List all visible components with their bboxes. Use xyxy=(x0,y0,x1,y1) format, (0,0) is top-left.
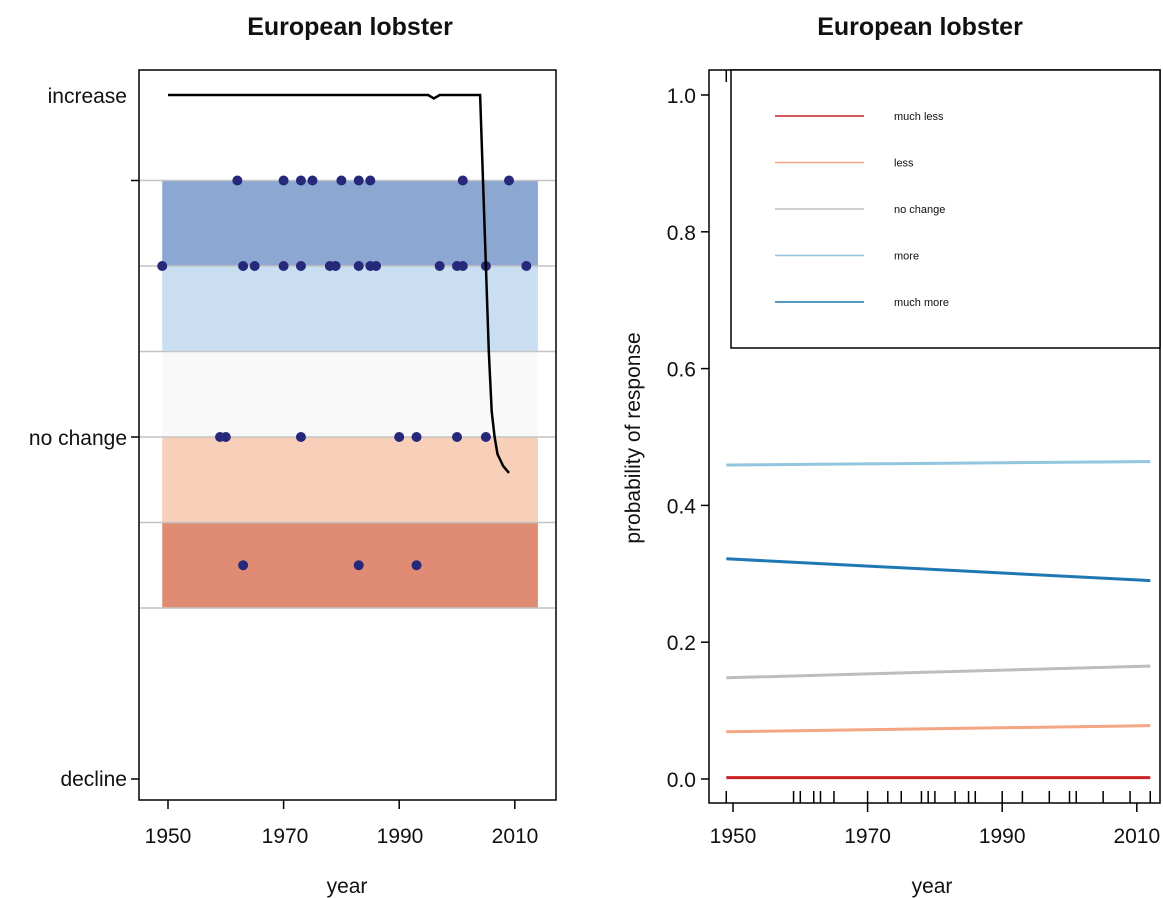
left-band-less xyxy=(162,437,538,523)
left-data-point xyxy=(371,261,382,271)
right-ytick-label: 1.0 xyxy=(667,85,696,108)
right-y-axis: 0.0 0.2 0.4 0.6 0.8 1.0 xyxy=(667,85,709,792)
series-line-less xyxy=(726,724,1151,734)
right-ytick-label: 0.6 xyxy=(667,359,696,382)
left-data-point xyxy=(295,175,306,186)
right-xtick-label: 1990 xyxy=(979,825,1026,848)
legend-label-no-change: no change xyxy=(894,204,945,216)
left-data-point xyxy=(278,261,289,271)
left-band-more xyxy=(162,266,538,352)
left-xtick-1970: 1970 xyxy=(262,825,309,848)
right-panel: European lobster 0.0 0.2 0.4 0.6 0.8 1.0 1950… xyxy=(622,13,1161,898)
legend: much less less no change more much more xyxy=(730,69,1161,349)
right-x-axis-label: year xyxy=(912,875,953,898)
left-data-point xyxy=(365,175,376,186)
right-chart-title: European lobster xyxy=(817,13,1023,41)
left-band-increase xyxy=(162,180,538,266)
right-ytick-label: 0.2 xyxy=(667,632,696,655)
right-ytick-label: 0.4 xyxy=(667,495,697,518)
left-data-point xyxy=(307,175,318,186)
right-xtick-label: 1970 xyxy=(844,825,891,848)
left-xtick-1990: 1990 xyxy=(377,825,424,848)
legend-label-less: less xyxy=(894,158,914,170)
right-series-lines xyxy=(726,460,1151,780)
left-band-decline xyxy=(162,522,538,608)
left-y-axis: increase no change decline xyxy=(29,85,127,791)
left-data-point xyxy=(457,261,468,271)
left-data-point xyxy=(232,175,243,186)
left-bands xyxy=(162,180,538,608)
left-chart-title: European lobster xyxy=(247,13,453,41)
left-xtick-1950: 1950 xyxy=(145,825,192,848)
left-panel: European lobster increase no change decl… xyxy=(29,13,557,898)
left-data-point xyxy=(330,261,341,271)
left-ytick-increase: increase xyxy=(48,85,127,108)
left-x-axis-label: year xyxy=(327,875,368,898)
left-trend-line xyxy=(168,93,510,474)
right-xtick-label: 1950 xyxy=(710,825,757,848)
left-points xyxy=(157,175,532,571)
left-data-point xyxy=(238,261,249,271)
left-data-point xyxy=(504,175,515,186)
right-x-axis: 1950 1970 1990 2010 xyxy=(710,803,1160,848)
left-data-point xyxy=(336,175,347,186)
left-data-point xyxy=(220,432,231,442)
left-data-point xyxy=(249,261,260,271)
left-plot-frame xyxy=(138,69,557,801)
left-data-point xyxy=(353,560,364,571)
legend-label-much-less: much less xyxy=(894,111,944,123)
left-data-point xyxy=(411,560,422,571)
left-ytick-no-change: no change xyxy=(29,427,127,450)
series-line-much-more xyxy=(726,557,1151,583)
left-data-point xyxy=(394,432,405,442)
left-band-no-change xyxy=(162,351,538,437)
series-line-no-change xyxy=(726,664,1151,680)
left-data-point xyxy=(521,261,532,271)
left-data-point xyxy=(278,175,289,186)
left-data-point xyxy=(157,261,168,271)
left-data-point xyxy=(238,560,249,571)
legend-label-much-more: much more xyxy=(894,297,949,309)
legend-items: much less less no change more much more xyxy=(775,111,949,309)
left-x-axis: 1950 1970 1990 2010 xyxy=(145,825,539,848)
left-data-point xyxy=(295,432,306,442)
left-data-point xyxy=(434,261,445,271)
right-ytick-label: 0.0 xyxy=(667,769,696,792)
left-data-point xyxy=(457,175,468,186)
right-ytick-label: 0.8 xyxy=(667,222,696,245)
legend-label-more: more xyxy=(894,251,919,263)
left-data-point xyxy=(353,261,364,271)
left-data-point xyxy=(295,261,306,271)
left-ytick-decline: decline xyxy=(60,768,127,791)
left-gridlines xyxy=(131,179,556,809)
right-xtick-label: 2010 xyxy=(1113,825,1160,848)
right-y-axis-label: probability of response xyxy=(622,332,645,543)
left-data-point xyxy=(353,175,364,186)
left-data-point xyxy=(480,432,491,442)
left-xtick-2010: 2010 xyxy=(492,825,539,848)
series-line-more xyxy=(726,460,1151,467)
left-data-point xyxy=(452,432,462,442)
left-data-point xyxy=(411,432,422,442)
